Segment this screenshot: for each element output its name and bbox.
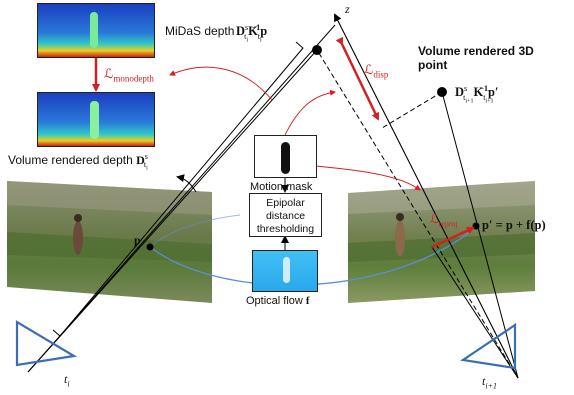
motion-mask-image [254, 135, 317, 178]
camera-right-icon [460, 322, 517, 370]
camera-right-label: ti+1 [482, 374, 497, 391]
depth-bracket [52, 41, 304, 337]
curve-to-monodepth [169, 66, 273, 101]
epipolar-thresholding-box: Epipolar distance thresholding [249, 193, 322, 237]
point-prime-formula: Dsti+1Kti+1−1p′ [455, 84, 499, 105]
reproj-loss-label: ℒreproj [430, 212, 458, 229]
ray-right-to-reproj [431, 246, 519, 379]
disp-loss-label: ℒdisp [364, 62, 389, 80]
monodepth-loss-label: ℒmonodepth [104, 66, 154, 84]
flow-equation: p′ = p + f(p) [482, 218, 546, 232]
person-silhouette-icon [90, 12, 98, 48]
motion-mask-label: Motion mask [250, 181, 313, 193]
z-axis-label: z [345, 2, 350, 16]
disp-loss-arrow [335, 36, 380, 121]
point-p-label: p [134, 233, 141, 247]
volume-rendered-depth-label: Volume rendered depth Dsti [8, 152, 148, 172]
point-3d-rendered [437, 87, 447, 97]
curve-to-reproj [304, 164, 421, 191]
curve-to-depth-label [176, 174, 197, 193]
reproj-dashed [381, 91, 443, 129]
ray-point-formula: DstiKti−1p [236, 23, 268, 44]
camera-left-label: ti [64, 372, 70, 389]
left-frame-image [7, 181, 212, 303]
midas-depth-label: MiDaS depth [165, 24, 235, 38]
rendered-depth-image [37, 92, 155, 147]
point-p-left [146, 243, 154, 251]
person-silhouette-icon [90, 101, 99, 139]
volume-rendered-point-label: Volume rendered 3D point [418, 44, 534, 72]
epipolar-curve-top [149, 214, 241, 248]
optical-flow-image [252, 250, 318, 292]
midas-depth-image [37, 3, 155, 58]
flow-figure [283, 257, 290, 283]
person-silhouette-icon [281, 142, 290, 174]
reproj-loss-arrow [431, 226, 475, 249]
camera-left-icon [15, 320, 78, 367]
optical-flow-label: Optical flow f [246, 295, 310, 307]
curve-to-disp [284, 89, 336, 136]
right-frame-image [348, 181, 535, 303]
ray-left-to-z [27, 24, 336, 373]
point-p-prime [472, 222, 480, 230]
point-ray-3d [312, 45, 322, 55]
ray-left-to-point [27, 49, 318, 373]
